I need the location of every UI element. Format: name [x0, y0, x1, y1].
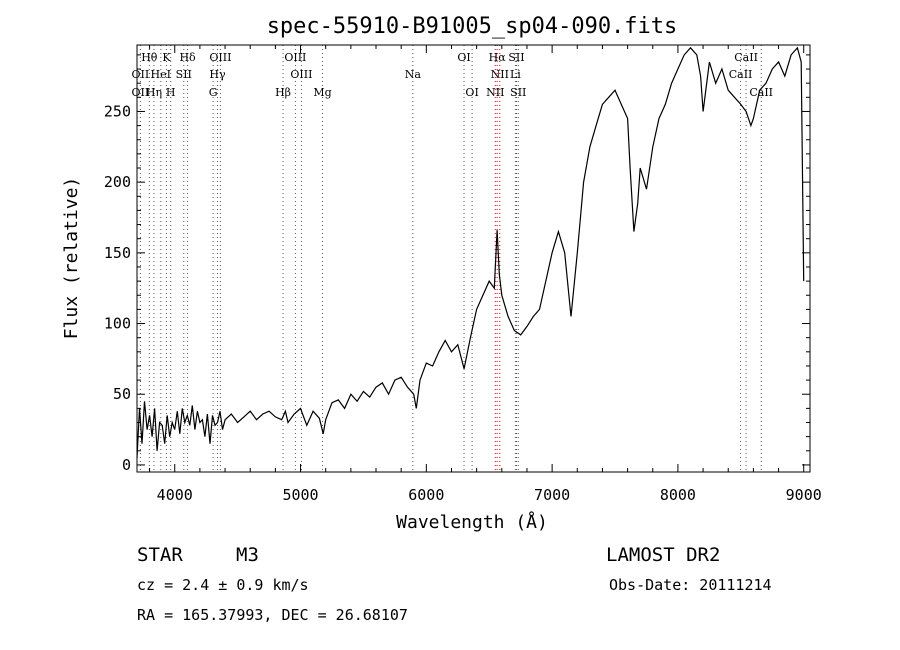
line-label: OII: [132, 68, 150, 81]
x-tick-label: 9000: [786, 486, 822, 504]
x-tick-label: 7000: [534, 486, 570, 504]
y-tick-label: 0: [122, 456, 131, 474]
line-label: Hβ: [275, 86, 291, 99]
line-label: SII: [176, 68, 192, 81]
y-axis: 0 50 100 150 200 250: [104, 54, 810, 474]
line-label: Na: [405, 68, 422, 81]
line-label: CaII: [734, 51, 758, 64]
line-label: OI: [457, 51, 470, 64]
line-label: NII: [491, 68, 509, 81]
line-label: Hθ: [141, 51, 158, 64]
coordinates: RA = 165.37993, DEC = 26.68107: [137, 606, 408, 624]
line-label: Mg: [313, 86, 331, 99]
line-label: K: [162, 51, 171, 64]
line-label: Hη: [146, 86, 162, 99]
line-label: Hδ: [179, 51, 196, 64]
line-label: Hα: [489, 51, 507, 64]
object-subclass: M3: [236, 544, 259, 566]
x-tick-label: 5000: [282, 486, 318, 504]
line-label: OIII: [290, 68, 312, 81]
emission-line-markers: [139, 45, 762, 472]
y-tick-label: 150: [104, 244, 131, 262]
y-tick-label: 100: [104, 315, 131, 333]
y-tick-label: 200: [104, 173, 131, 191]
object-class: STAR: [137, 544, 183, 566]
y-tick-label: 50: [113, 385, 131, 403]
line-label: H: [166, 86, 176, 99]
x-axis-label: Wavelength (Å): [396, 511, 548, 533]
x-tick-label: 6000: [408, 486, 444, 504]
obs-date: Obs-Date: 20111214: [609, 576, 772, 594]
line-label: G: [209, 86, 218, 99]
y-tick-label: 250: [104, 102, 131, 120]
chart-title: spec-55910-B91005_sp04-090.fits: [267, 14, 678, 39]
line-label: Hγ: [209, 68, 226, 81]
line-label: NII: [486, 86, 504, 99]
line-label: CaII: [729, 68, 753, 81]
x-tick-label: 8000: [660, 486, 696, 504]
y-axis-label: Flux (relative): [61, 177, 82, 340]
line-label: HeI: [151, 68, 171, 81]
line-label: OIII: [284, 51, 306, 64]
spectrum-line: [136, 46, 805, 458]
survey-name: LAMOST DR2: [606, 544, 720, 566]
line-label: Li: [510, 68, 521, 81]
x-axis: 4000 5000 6000 7000 8000 9000: [149, 45, 822, 504]
line-label: OIII: [209, 51, 231, 64]
line-label: SII: [508, 51, 524, 64]
cz-readout: cz = 2.4 ± 0.9 km/s: [137, 576, 309, 594]
line-label: SII: [510, 86, 526, 99]
line-label: OI: [465, 86, 478, 99]
line-label: CaII: [749, 86, 773, 99]
plot-frame: [136, 44, 811, 473]
x-tick-label: 4000: [157, 486, 193, 504]
line-label: OII: [132, 86, 150, 99]
